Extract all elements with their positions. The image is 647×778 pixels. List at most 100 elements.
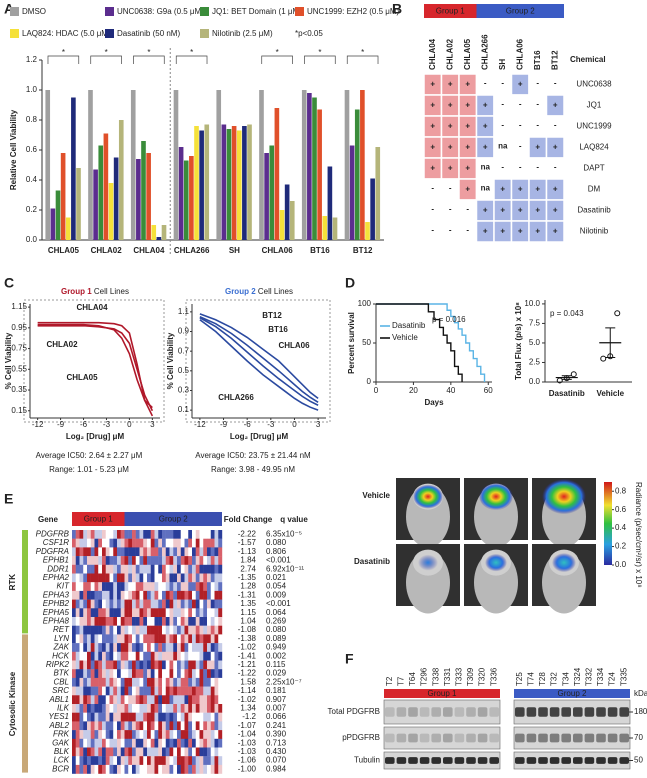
- heat-cell: [143, 608, 148, 618]
- q-value: 0.089: [266, 634, 287, 643]
- panel-label: B: [392, 1, 402, 17]
- kda-label: kDa: [634, 689, 647, 698]
- heat-cell: [180, 590, 185, 600]
- heat-cell: [72, 747, 76, 757]
- gene-label: KIT: [57, 582, 71, 591]
- heat-cell: [83, 704, 88, 713]
- heat-cell: [195, 677, 200, 687]
- heat-cell: [177, 660, 181, 670]
- bar: [279, 210, 285, 240]
- heat-cell: [139, 660, 144, 670]
- heat-cell: [113, 625, 118, 635]
- heat-cell: [94, 677, 99, 687]
- x-tick-label: -12: [194, 420, 206, 429]
- series-label: BT16: [268, 325, 288, 334]
- heat-cell: [98, 686, 103, 696]
- heat-cell: [165, 582, 170, 592]
- heat-cell: [218, 573, 223, 583]
- legend-label: JQ1: BET Domain (1 μM): [212, 7, 302, 16]
- heat-cell: [124, 617, 129, 626]
- heat-cell: [177, 764, 181, 774]
- heat-cell: [94, 686, 99, 696]
- heat-cell: [79, 530, 84, 539]
- heat-cell: [203, 582, 208, 592]
- fold-change: -1.04: [238, 730, 257, 739]
- gene-label: SRC: [52, 686, 69, 695]
- q-value: 0.066: [266, 712, 287, 721]
- band: [385, 757, 395, 764]
- heat-cell: [177, 704, 181, 713]
- gene-label: YES1: [49, 712, 69, 721]
- y-tick-label: 0.4: [26, 175, 38, 184]
- heat-cell: [184, 582, 189, 592]
- heat-cell: [139, 643, 144, 652]
- heat-cell: [169, 556, 174, 565]
- cell-value: +: [465, 101, 470, 110]
- bar: [98, 145, 104, 240]
- cell-value: +: [430, 101, 435, 110]
- heat-cell: [105, 756, 110, 766]
- heat-cell: [143, 686, 148, 696]
- heat-cell: [132, 695, 136, 705]
- heat-cell: [117, 573, 121, 583]
- y-tick-label: 0: [367, 377, 372, 386]
- bar: [93, 169, 98, 240]
- heat-cell: [203, 556, 208, 565]
- ic-note: Average IC50: 23.75 ± 21.44 nM: [195, 451, 311, 460]
- group-header-label: Group 1: [436, 7, 465, 16]
- heat-cell: [98, 643, 103, 652]
- heat-cell: [154, 634, 159, 644]
- heat-cell: [210, 599, 215, 609]
- heat-cell: [207, 573, 211, 583]
- gene-label: GAK: [52, 738, 70, 747]
- heat-cell: [113, 643, 118, 652]
- heat-cell: [188, 582, 193, 592]
- heat-cell: [105, 547, 110, 557]
- heat-cell: [75, 617, 80, 626]
- heat-cell: [105, 764, 110, 774]
- heat-cell: [169, 643, 174, 652]
- row-label: LAQ824: [579, 143, 609, 152]
- heat-cell: [94, 530, 99, 539]
- heat-cell: [102, 721, 106, 731]
- heat-cell: [143, 582, 148, 592]
- heat-cell: [210, 530, 215, 539]
- heat-cell: [94, 669, 99, 679]
- heat-cell: [214, 634, 219, 644]
- heat-cell: [102, 617, 106, 626]
- heat-cell: [113, 704, 118, 713]
- heat-cell: [109, 617, 114, 626]
- heat-cell: [132, 756, 136, 766]
- heat-cell: [207, 712, 211, 722]
- heat-cell: [192, 712, 196, 722]
- heat-cell: [210, 573, 215, 583]
- heat-cell: [210, 747, 215, 757]
- heat-cell: [128, 660, 133, 670]
- heat-cell: [139, 608, 144, 618]
- heat-cell: [214, 738, 219, 748]
- heat-cell: [192, 634, 196, 644]
- heat-cell: [120, 556, 125, 565]
- heat-cell: [150, 695, 155, 705]
- heat-cell: [188, 573, 193, 583]
- heat-cell: [180, 677, 185, 687]
- band: [489, 757, 499, 764]
- heat-cell: [192, 556, 196, 565]
- heat-cell: [120, 582, 125, 592]
- heat-cell: [177, 582, 181, 592]
- heat-cell: [139, 590, 144, 600]
- heat-cell: [180, 730, 185, 739]
- heat-cell: [210, 756, 215, 766]
- heat-cell: [210, 738, 215, 748]
- heat-cell: [94, 617, 99, 626]
- legend-label: UNC1999: EZH2 (0.5 μM): [307, 7, 400, 16]
- heat-cell: [113, 660, 118, 670]
- heat-cell: [109, 599, 114, 609]
- lane-label: T74: [527, 672, 536, 686]
- heat-cell: [75, 756, 80, 766]
- heat-cell: [75, 634, 80, 644]
- heat-cell: [173, 695, 178, 705]
- heat-cell: [165, 747, 170, 757]
- heat-cell: [214, 747, 219, 757]
- heat-cell: [120, 756, 125, 766]
